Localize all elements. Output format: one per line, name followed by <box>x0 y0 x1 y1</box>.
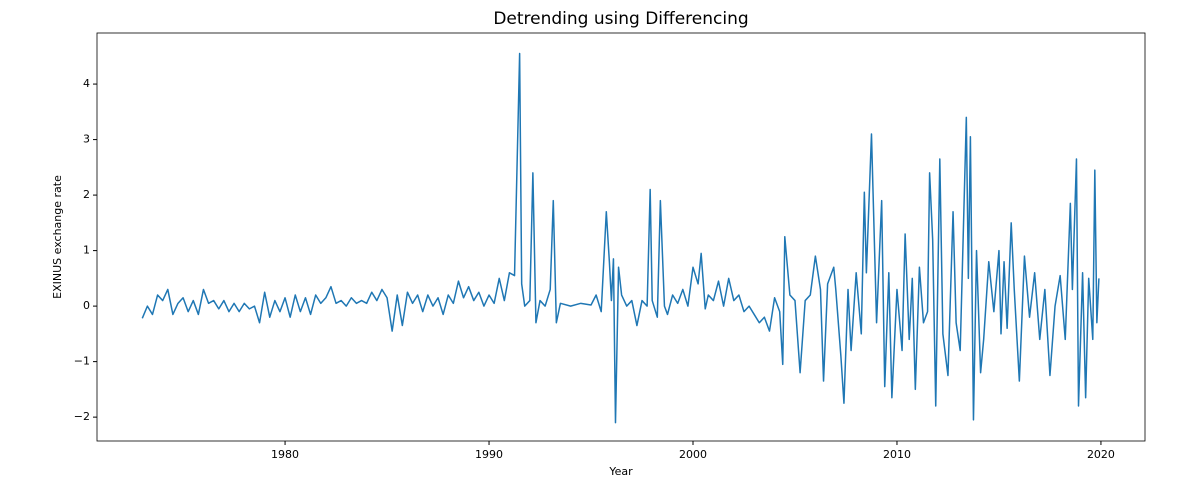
y-tick-label: −1 <box>74 355 90 368</box>
y-tick-label: 4 <box>83 77 90 90</box>
chart-title: Detrending using Differencing <box>493 9 748 29</box>
x-tick-label: 1980 <box>271 448 299 461</box>
x-tick-label: 2020 <box>1087 448 1115 461</box>
y-tick-label: 3 <box>83 133 90 146</box>
plot-frame <box>96 32 1146 442</box>
y-tick-label: 0 <box>83 299 90 312</box>
data-line <box>141 52 1100 424</box>
y-tick-label: −2 <box>74 410 90 423</box>
y-tick-label: 1 <box>83 244 90 257</box>
x-tick-label: 2000 <box>679 448 707 461</box>
y-tick-label: 2 <box>83 188 90 201</box>
y-axis-label: EXINUS exchange rate <box>51 175 64 299</box>
x-tick-label: 1990 <box>475 448 503 461</box>
x-axis-label: Year <box>608 465 633 478</box>
x-tick-label: 2010 <box>883 448 911 461</box>
